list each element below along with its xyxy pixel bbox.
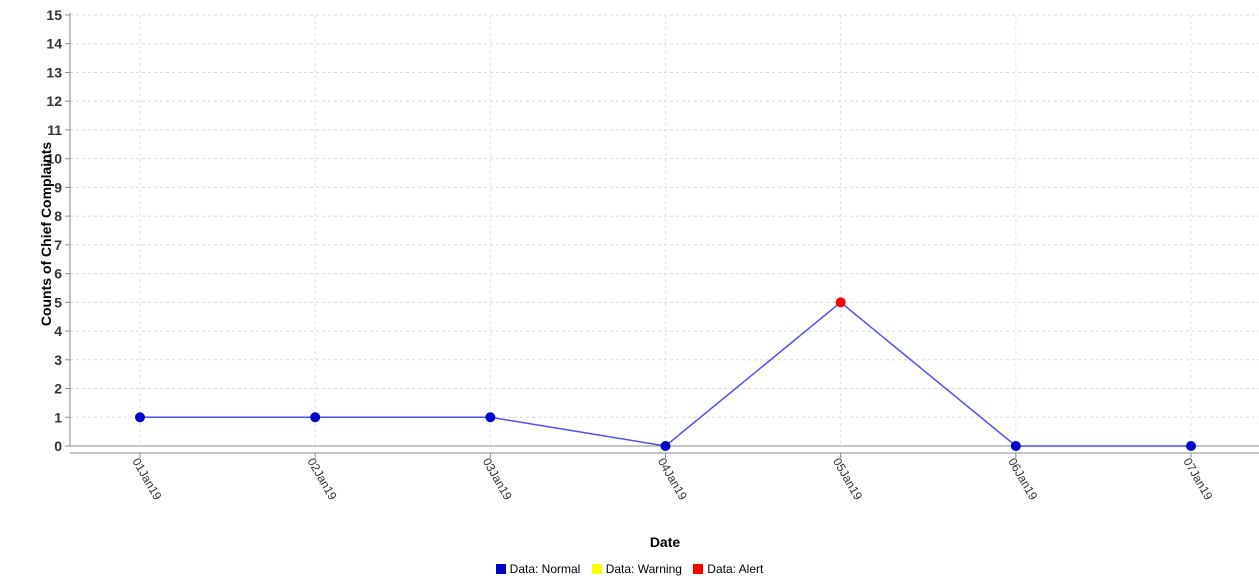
legend-label-normal: Data: Normal: [509, 562, 581, 576]
y-axis-title: Counts of Chief Complaints: [38, 142, 54, 327]
data-point-normal: [485, 412, 496, 423]
axes: [65, 13, 1259, 458]
y-tick-label: 4: [54, 323, 62, 339]
x-tick-label: 03Jan19: [480, 456, 515, 503]
data-point-normal: [1010, 441, 1021, 451]
x-tick-label: 07Jan19: [1180, 456, 1215, 503]
data-point-normal: [660, 441, 671, 451]
legend-swatch-alert: [693, 564, 704, 574]
y-tick-label: 6: [54, 266, 62, 282]
legend-label-warning: Data: Warning: [605, 562, 682, 576]
legend-item-alert: Data: Alert: [693, 562, 763, 576]
x-axis-title: Date: [650, 534, 681, 550]
data-point-normal: [135, 412, 145, 423]
y-tick-label: 8: [54, 208, 62, 224]
legend-swatch-normal: [495, 564, 506, 574]
data-point-alert: [835, 297, 846, 308]
y-tick-label: 12: [46, 93, 62, 109]
legend-swatch-warning: [591, 564, 602, 574]
y-tick-label: 15: [46, 7, 62, 23]
data-points: [135, 297, 1196, 451]
y-tick-label: 7: [54, 237, 62, 253]
y-tick-label: 2: [54, 381, 62, 397]
data-point-normal: [1186, 441, 1196, 451]
x-tick-label: 06Jan19: [1005, 456, 1040, 503]
y-tick-label: 0: [54, 438, 62, 454]
y-tick-label: 3: [54, 352, 62, 368]
data-point-normal: [310, 412, 321, 423]
y-tick-label: 10: [46, 151, 62, 167]
y-tick-label: 5: [54, 294, 62, 310]
y-tick-label: 14: [46, 36, 62, 52]
x-tick-label: 02Jan19: [305, 456, 340, 503]
legend-item-warning: Data: Warning: [591, 562, 682, 576]
x-tick-label: 01Jan19: [129, 456, 164, 503]
x-tick-label: 04Jan19: [655, 456, 690, 503]
grid: [70, 14, 1259, 446]
legend-label-alert: Data: Alert: [707, 562, 764, 576]
y-tick-label: 11: [47, 122, 62, 138]
y-tick-label: 1: [54, 409, 62, 425]
y-tick-label: 13: [46, 64, 62, 80]
x-tick-labels: 01Jan19 02Jan19 03Jan19 04Jan19 05Jan19 06Jan…: [129, 456, 1215, 503]
y-tick-label: 9: [54, 179, 62, 195]
x-tick-label: 05Jan19: [830, 456, 865, 503]
legend: Data: Normal Data: Warning Data: Alert: [0, 562, 1259, 576]
legend-item-normal: Data: Normal: [495, 562, 581, 576]
